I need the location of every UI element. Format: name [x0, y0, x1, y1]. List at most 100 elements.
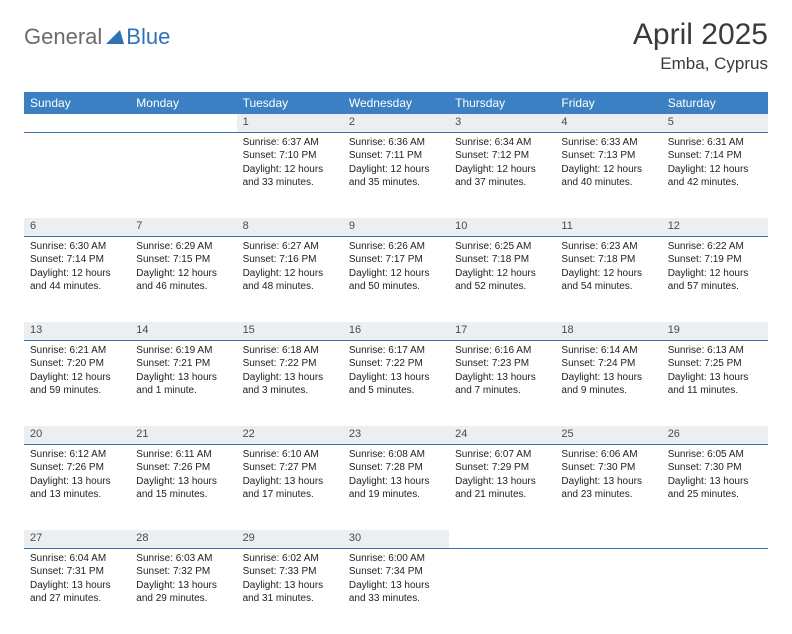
day-header: Thursday [449, 92, 555, 114]
sunrise-line: Sunrise: 6:17 AM [349, 344, 443, 358]
daylight-line: Daylight: 13 hours and 31 minutes. [243, 579, 337, 606]
sunrise-line: Sunrise: 6:25 AM [455, 240, 549, 254]
day-content-cell: Sunrise: 6:13 AMSunset: 7:25 PMDaylight:… [662, 340, 768, 426]
day-number-cell: 27 [24, 530, 130, 548]
sunrise-line: Sunrise: 6:10 AM [243, 448, 337, 462]
day-content-cell: Sunrise: 6:16 AMSunset: 7:23 PMDaylight:… [449, 340, 555, 426]
location-label: Emba, Cyprus [633, 54, 768, 74]
day-content-cell: Sunrise: 6:36 AMSunset: 7:11 PMDaylight:… [343, 132, 449, 218]
day-content-cell: Sunrise: 6:07 AMSunset: 7:29 PMDaylight:… [449, 444, 555, 530]
daynum-row: 20212223242526 [24, 426, 768, 444]
sunset-line: Sunset: 7:18 PM [561, 253, 655, 267]
day-content-cell: Sunrise: 6:06 AMSunset: 7:30 PMDaylight:… [555, 444, 661, 530]
day-number-cell: 3 [449, 114, 555, 132]
day-content-cell: Sunrise: 6:23 AMSunset: 7:18 PMDaylight:… [555, 236, 661, 322]
day-number-cell: 6 [24, 218, 130, 236]
day-content-cell: Sunrise: 6:33 AMSunset: 7:13 PMDaylight:… [555, 132, 661, 218]
day-number-cell: 23 [343, 426, 449, 444]
sunset-line: Sunset: 7:23 PM [455, 357, 549, 371]
content-row: Sunrise: 6:37 AMSunset: 7:10 PMDaylight:… [24, 132, 768, 218]
day-content-cell: Sunrise: 6:30 AMSunset: 7:14 PMDaylight:… [24, 236, 130, 322]
logo-text-general: General [24, 24, 102, 50]
daylight-line: Daylight: 13 hours and 19 minutes. [349, 475, 443, 502]
day-content-cell [662, 548, 768, 634]
day-content-cell: Sunrise: 6:10 AMSunset: 7:27 PMDaylight:… [237, 444, 343, 530]
day-content-cell: Sunrise: 6:25 AMSunset: 7:18 PMDaylight:… [449, 236, 555, 322]
sunrise-line: Sunrise: 6:14 AM [561, 344, 655, 358]
day-number-cell: 1 [237, 114, 343, 132]
daynum-row: 12345 [24, 114, 768, 132]
daylight-line: Daylight: 12 hours and 57 minutes. [668, 267, 762, 294]
sunrise-line: Sunrise: 6:16 AM [455, 344, 549, 358]
day-number-cell: 5 [662, 114, 768, 132]
day-content-cell: Sunrise: 6:29 AMSunset: 7:15 PMDaylight:… [130, 236, 236, 322]
daynum-row: 6789101112 [24, 218, 768, 236]
daylight-line: Daylight: 13 hours and 3 minutes. [243, 371, 337, 398]
daylight-line: Daylight: 13 hours and 1 minute. [136, 371, 230, 398]
day-content-cell: Sunrise: 6:03 AMSunset: 7:32 PMDaylight:… [130, 548, 236, 634]
daylight-line: Daylight: 12 hours and 54 minutes. [561, 267, 655, 294]
sunset-line: Sunset: 7:14 PM [30, 253, 124, 267]
day-content-cell: Sunrise: 6:12 AMSunset: 7:26 PMDaylight:… [24, 444, 130, 530]
daylight-line: Daylight: 13 hours and 21 minutes. [455, 475, 549, 502]
day-number-cell: 29 [237, 530, 343, 548]
daylight-line: Daylight: 13 hours and 33 minutes. [349, 579, 443, 606]
day-number-cell [130, 114, 236, 132]
sunrise-line: Sunrise: 6:27 AM [243, 240, 337, 254]
day-number-cell: 15 [237, 322, 343, 340]
sunrise-line: Sunrise: 6:00 AM [349, 552, 443, 566]
day-content-cell: Sunrise: 6:37 AMSunset: 7:10 PMDaylight:… [237, 132, 343, 218]
sunrise-line: Sunrise: 6:13 AM [668, 344, 762, 358]
daylight-line: Daylight: 12 hours and 33 minutes. [243, 163, 337, 190]
day-content-cell: Sunrise: 6:21 AMSunset: 7:20 PMDaylight:… [24, 340, 130, 426]
day-content-cell [24, 132, 130, 218]
daylight-line: Daylight: 13 hours and 27 minutes. [30, 579, 124, 606]
day-content-cell: Sunrise: 6:11 AMSunset: 7:26 PMDaylight:… [130, 444, 236, 530]
sunset-line: Sunset: 7:12 PM [455, 149, 549, 163]
sunset-line: Sunset: 7:22 PM [349, 357, 443, 371]
daylight-line: Daylight: 12 hours and 42 minutes. [668, 163, 762, 190]
day-content-cell: Sunrise: 6:34 AMSunset: 7:12 PMDaylight:… [449, 132, 555, 218]
sunset-line: Sunset: 7:17 PM [349, 253, 443, 267]
daylight-line: Daylight: 13 hours and 17 minutes. [243, 475, 337, 502]
sunset-line: Sunset: 7:19 PM [668, 253, 762, 267]
day-number-cell: 28 [130, 530, 236, 548]
sunset-line: Sunset: 7:27 PM [243, 461, 337, 475]
sunrise-line: Sunrise: 6:08 AM [349, 448, 443, 462]
day-number-cell: 8 [237, 218, 343, 236]
day-number-cell: 2 [343, 114, 449, 132]
daylight-line: Daylight: 12 hours and 59 minutes. [30, 371, 124, 398]
day-content-cell: Sunrise: 6:05 AMSunset: 7:30 PMDaylight:… [662, 444, 768, 530]
sunrise-line: Sunrise: 6:30 AM [30, 240, 124, 254]
daylight-line: Daylight: 12 hours and 46 minutes. [136, 267, 230, 294]
daylight-line: Daylight: 13 hours and 15 minutes. [136, 475, 230, 502]
day-number-cell: 4 [555, 114, 661, 132]
day-number-cell: 17 [449, 322, 555, 340]
day-content-cell: Sunrise: 6:04 AMSunset: 7:31 PMDaylight:… [24, 548, 130, 634]
day-content-cell: Sunrise: 6:00 AMSunset: 7:34 PMDaylight:… [343, 548, 449, 634]
sunset-line: Sunset: 7:16 PM [243, 253, 337, 267]
daylight-line: Daylight: 13 hours and 29 minutes. [136, 579, 230, 606]
day-header: Saturday [662, 92, 768, 114]
sunrise-line: Sunrise: 6:04 AM [30, 552, 124, 566]
sunset-line: Sunset: 7:31 PM [30, 565, 124, 579]
day-header: Friday [555, 92, 661, 114]
sunset-line: Sunset: 7:18 PM [455, 253, 549, 267]
title-block: April 2025 Emba, Cyprus [633, 18, 768, 74]
sunrise-line: Sunrise: 6:26 AM [349, 240, 443, 254]
day-number-cell: 21 [130, 426, 236, 444]
day-content-cell: Sunrise: 6:31 AMSunset: 7:14 PMDaylight:… [662, 132, 768, 218]
sunset-line: Sunset: 7:22 PM [243, 357, 337, 371]
day-number-cell: 26 [662, 426, 768, 444]
logo: General Blue [24, 24, 170, 50]
sunset-line: Sunset: 7:34 PM [349, 565, 443, 579]
sunset-line: Sunset: 7:30 PM [561, 461, 655, 475]
day-content-cell: Sunrise: 6:08 AMSunset: 7:28 PMDaylight:… [343, 444, 449, 530]
daylight-line: Daylight: 12 hours and 37 minutes. [455, 163, 549, 190]
day-content-cell: Sunrise: 6:02 AMSunset: 7:33 PMDaylight:… [237, 548, 343, 634]
daylight-line: Daylight: 12 hours and 44 minutes. [30, 267, 124, 294]
day-content-cell: Sunrise: 6:17 AMSunset: 7:22 PMDaylight:… [343, 340, 449, 426]
daylight-line: Daylight: 12 hours and 52 minutes. [455, 267, 549, 294]
sunset-line: Sunset: 7:14 PM [668, 149, 762, 163]
daylight-line: Daylight: 13 hours and 7 minutes. [455, 371, 549, 398]
